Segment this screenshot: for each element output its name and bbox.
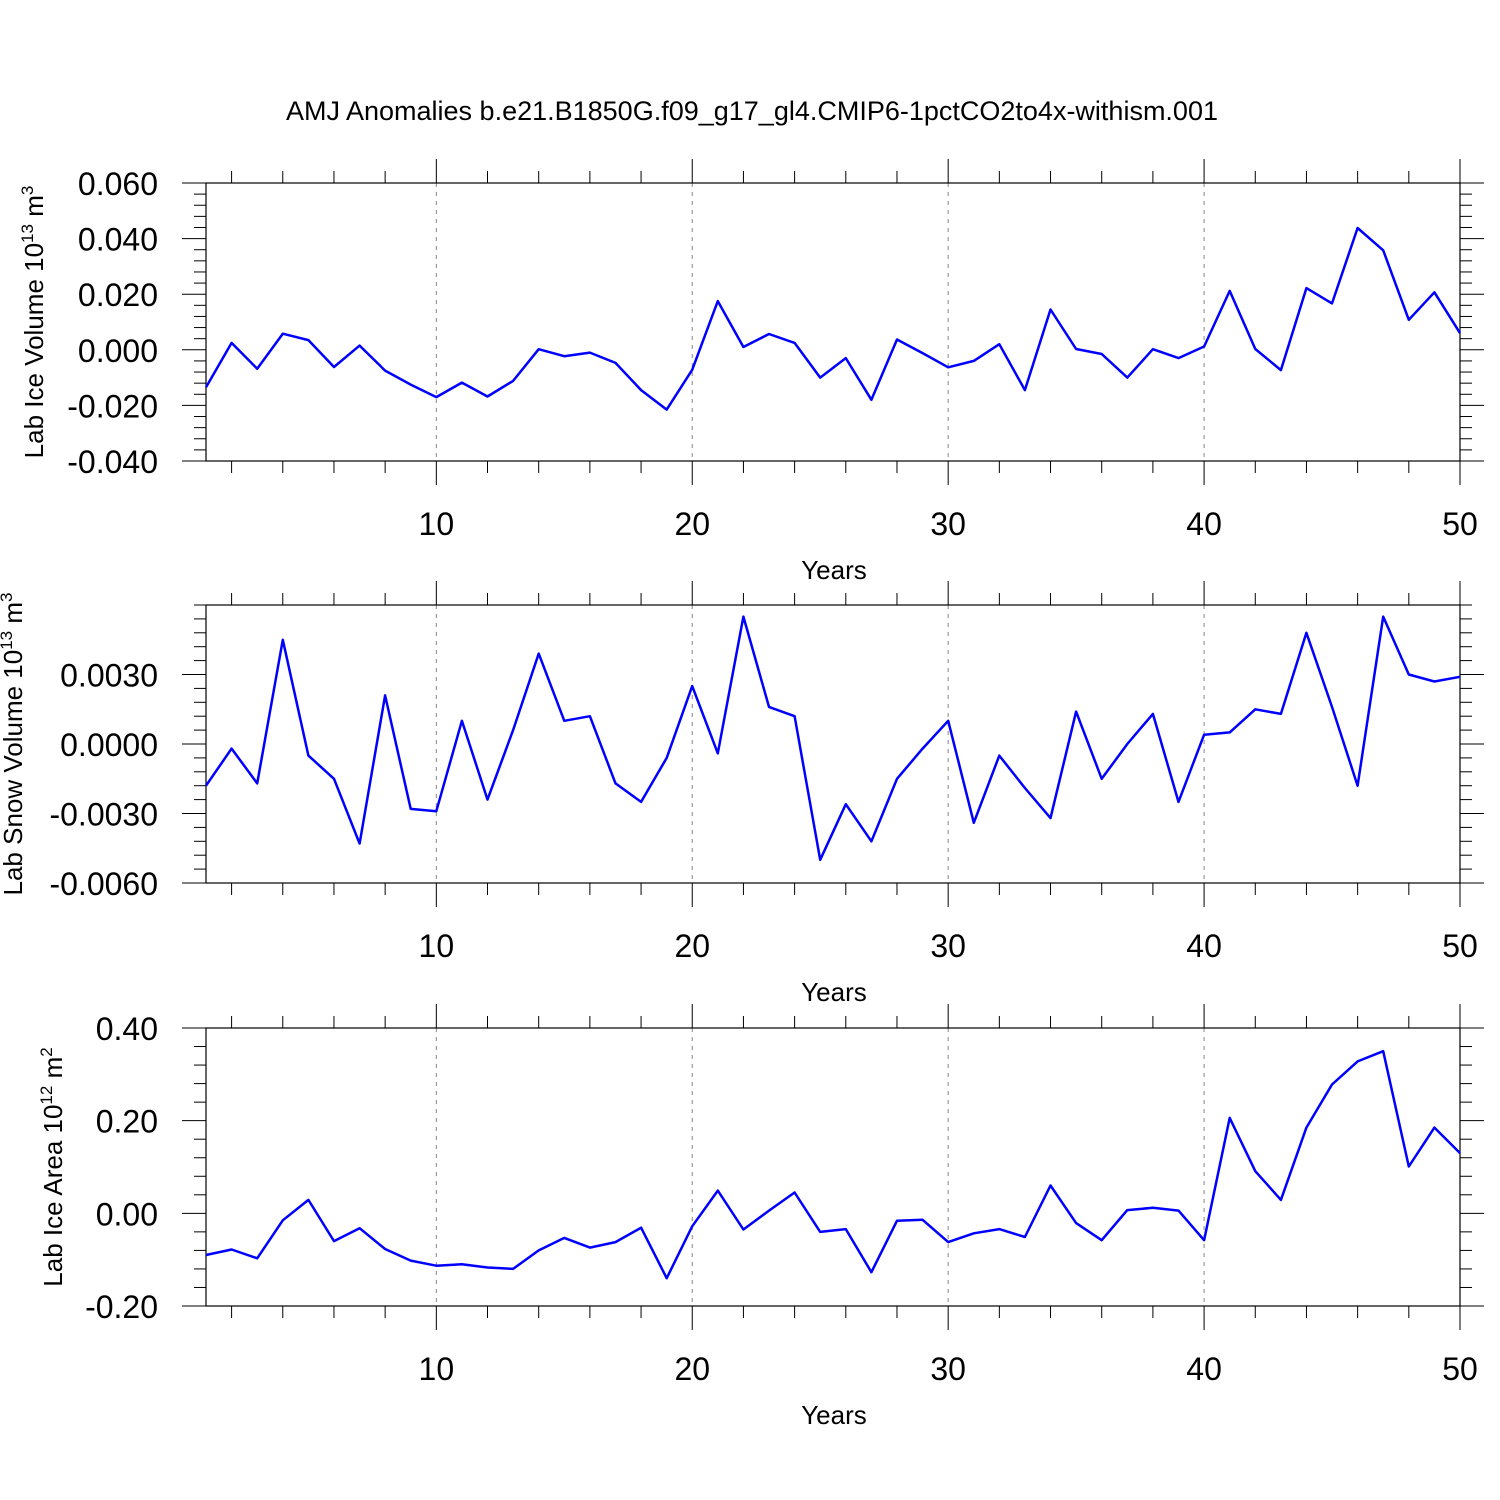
y-tick-label: 0.0000 [60,727,158,763]
x-tick-label: 50 [1442,928,1478,964]
panel-2: 10 20 30 40 50 -0.0060 -0.0030 0.0000 0.0030 Year… [0,581,1484,1007]
y-tick-label: 0.020 [78,277,158,313]
y-axis-label: Lab Ice Volume 1013 m3 [18,186,49,459]
y-tick-label: 0.40 [96,1011,158,1047]
x-axis-label: Years [801,1400,867,1430]
y-tick-label: 0.00 [96,1196,158,1232]
x-tick-label: 30 [930,928,966,964]
plot-frame [205,182,1461,462]
y-axis-label: Lab Snow Volume 1013 m3 [0,592,28,895]
x-tick-label: 20 [674,1351,710,1387]
x-tick-label: 10 [419,1351,455,1387]
x-tick-label: 40 [1186,1351,1222,1387]
y-tick-label: 0.040 [78,222,158,258]
series-line-1 [205,1049,1461,1280]
x-axis-label: Years [801,555,867,585]
y-tick-label: 0.0030 [60,658,158,694]
y-tick-label: 0.000 [78,333,158,369]
plot-frame [205,604,1461,884]
panels: 10 20 30 40 50 -0.040 -0.020 0.000 0.020 0.040 0.0… [0,159,1484,1430]
y-tick-label: -0.040 [67,444,158,480]
series-line-1 [204,615,1461,862]
chart-title: AMJ Anomalies b.e21.B1850G.f09_g17_gl4.C… [286,96,1218,126]
panel-1: 10 20 30 40 50 -0.040 -0.020 0.000 0.020 0.040 0.0… [18,159,1484,585]
x-tick-label: 50 [1442,506,1478,542]
y-tick-label: -0.020 [67,388,158,424]
x-tick-label: 40 [1186,506,1222,542]
y-tick-label: -0.0060 [49,866,158,902]
x-tick-label: 50 [1442,1351,1478,1387]
x-axis-label: Years [801,977,867,1007]
y-tick-label: 0.060 [78,166,158,202]
x-tick-label: 40 [1186,928,1222,964]
y-tick-label: -0.0030 [49,797,158,833]
x-tick-label: 30 [930,506,966,542]
y-axis-label: Lab Ice Area 1012 m2 [37,1047,68,1286]
y-tick-label: 0.20 [96,1104,158,1140]
x-tick-label: 10 [419,928,455,964]
series-line-1 [204,226,1462,411]
x-tick-label: 10 [419,506,455,542]
x-tick-label: 20 [674,506,710,542]
x-tick-label: 20 [674,928,710,964]
x-tick-label: 30 [930,1351,966,1387]
plot-frame [205,1027,1461,1307]
y-tick-label: -0.20 [85,1289,158,1325]
panel-3: 10 20 30 40 50 -0.20 0.00 0.20 0.40 Years Lab Ice … [37,1004,1484,1430]
